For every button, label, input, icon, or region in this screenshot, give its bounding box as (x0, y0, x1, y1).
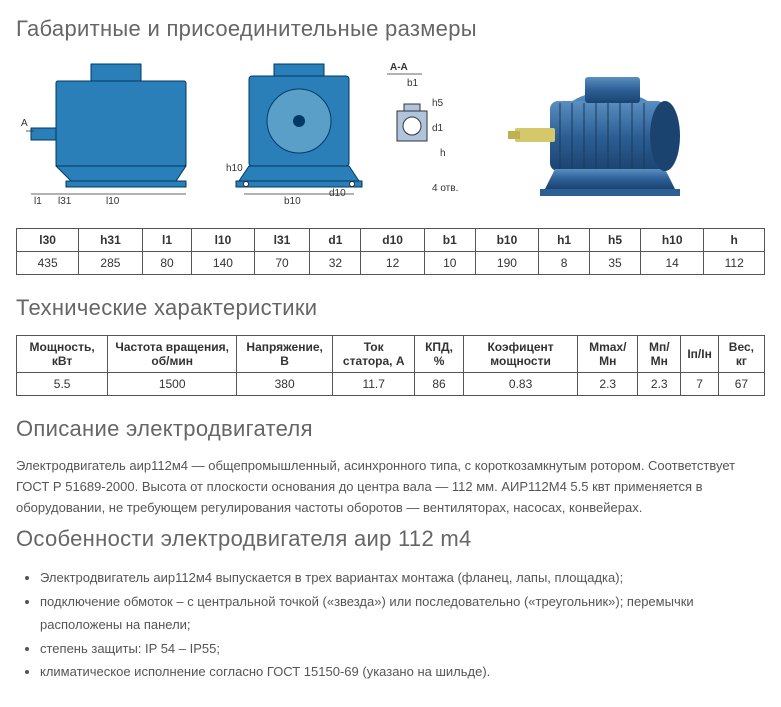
table-header: Iп/Iн (681, 336, 719, 373)
table-cell: 70 (254, 252, 310, 275)
table-cell: 2.3 (578, 373, 638, 396)
table-header: Вес, кг (718, 336, 764, 373)
svg-text:b1: b1 (407, 78, 419, 89)
svg-text:b10: b10 (284, 196, 301, 207)
table-cell: 7 (681, 373, 719, 396)
svg-text:A-A: A-A (390, 62, 408, 73)
table-cell: 12 (361, 252, 424, 275)
table-cell: 80 (142, 252, 192, 275)
feature-item: степень защиты: IP 54 – IP55; (40, 637, 765, 660)
table-header: Мп/Мн (638, 336, 681, 373)
svg-text:h: h (440, 148, 446, 159)
table-header: КПД, % (415, 336, 464, 373)
table-cell: 14 (640, 252, 703, 275)
table-cell: 5.5 (17, 373, 108, 396)
table-header: h5 (590, 229, 641, 252)
specs-table: Мощность, кВтЧастота вращения, об/минНап… (16, 335, 765, 396)
svg-text:l31: l31 (58, 196, 72, 207)
svg-text:l10: l10 (106, 196, 120, 207)
table-header: d10 (361, 229, 424, 252)
table-header: d1 (310, 229, 361, 252)
svg-text:l1: l1 (34, 196, 42, 207)
table-cell: 11.7 (333, 373, 415, 396)
table-header: Напряжение, В (237, 336, 333, 373)
table-cell: 112 (704, 252, 765, 275)
table-cell: 435 (17, 252, 79, 275)
features-list: Электродвигатель аир112м4 выпускается в … (16, 566, 765, 683)
svg-text:4 отв.: 4 отв. (432, 183, 458, 194)
table-header: l31 (254, 229, 310, 252)
diagram-front-view: h10 b10 d10 (224, 56, 374, 216)
table-header: Мощность, кВт (17, 336, 108, 373)
table-header: l10 (192, 229, 254, 252)
features-heading: Особенности электродвигателя аир 112 m4 (16, 526, 765, 552)
table-cell: 10 (424, 252, 475, 275)
table-header: b1 (424, 229, 475, 252)
table-cell: 140 (192, 252, 254, 275)
diagram-detail-view: A-A b1 h5 d1 h 4 отв. (382, 56, 482, 216)
svg-text:h5: h5 (432, 98, 444, 109)
table-cell: 32 (310, 252, 361, 275)
table-cell: 86 (415, 373, 464, 396)
diagram-side-view: A l1 l31 l10 (16, 56, 216, 216)
description-heading: Описание электродвигателя (16, 416, 765, 442)
feature-item: Электродвигатель аир112м4 выпускается в … (40, 566, 765, 589)
table-cell: 1500 (108, 373, 237, 396)
table-cell: 35 (590, 252, 641, 275)
diagram-row: A l1 l31 l10 h10 b10 d10 A-A (16, 56, 765, 216)
dimensions-heading: Габаритные и присоединительные размеры (16, 16, 765, 42)
table-header: h10 (640, 229, 703, 252)
table-header: Ток статора, А (333, 336, 415, 373)
motor-photo (490, 56, 720, 216)
table-header: b10 (475, 229, 538, 252)
table-cell: 67 (718, 373, 764, 396)
dimensions-table: l30h31l1l10l31d1d10b1b10h1h5h10h 4352858… (16, 228, 765, 275)
table-header: h1 (539, 229, 590, 252)
table-cell: 2.3 (638, 373, 681, 396)
table-header: Коэфицент мощности (463, 336, 577, 373)
table-header: Частота вращения, об/мин (108, 336, 237, 373)
table-header: l30 (17, 229, 79, 252)
svg-text:d10: d10 (329, 188, 346, 199)
table-cell: 8 (539, 252, 590, 275)
feature-item: подключение обмоток – с центральной точк… (40, 590, 765, 637)
description-text: Электродвигатель аир112м4 — общепромышле… (16, 456, 765, 518)
table-header: h (704, 229, 765, 252)
table-header: Mmax/Мн (578, 336, 638, 373)
svg-text:d1: d1 (432, 123, 444, 134)
table-cell: 0.83 (463, 373, 577, 396)
feature-item: климатическое исполнение согласно ГОСТ 1… (40, 660, 765, 683)
table-header: h31 (79, 229, 142, 252)
table-header: l1 (142, 229, 192, 252)
svg-text:h10: h10 (226, 163, 243, 174)
specs-heading: Технические характеристики (16, 295, 765, 321)
table-cell: 190 (475, 252, 538, 275)
table-cell: 285 (79, 252, 142, 275)
table-cell: 380 (237, 373, 333, 396)
svg-text:A: A (21, 118, 28, 129)
